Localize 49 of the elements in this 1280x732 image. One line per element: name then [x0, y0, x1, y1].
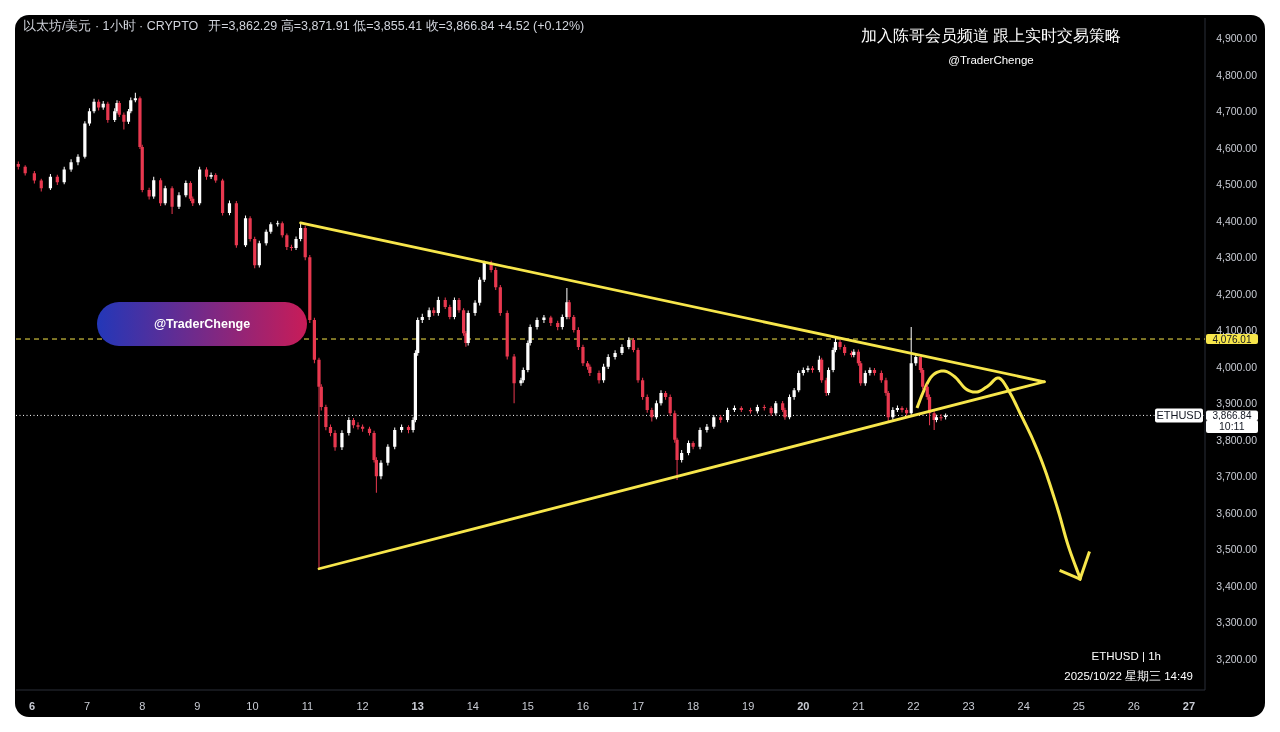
x-tick-label: 18 — [687, 700, 700, 712]
y-tick-label: 4,800.00 — [1216, 68, 1258, 81]
annotation: @TraderChenge — [153, 317, 251, 331]
y-tick-label: 4,000.00 — [1216, 360, 1258, 373]
annotation: ETHUSD | 1h — [1091, 650, 1161, 662]
x-tick-label: 11 — [301, 700, 314, 712]
x-tick-label: 10 — [246, 700, 259, 712]
y-tick-label: 4,500.00 — [1216, 178, 1258, 191]
y-tick-label: 3,600.00 — [1216, 506, 1258, 519]
x-tick-label: 14 — [466, 700, 479, 712]
y-tick-label: 3,800.00 — [1216, 433, 1258, 446]
y-tick-label: 3,300.00 — [1216, 616, 1258, 629]
y-tick-label: 4,600.00 — [1216, 141, 1258, 154]
x-tick-label: 23 — [962, 700, 975, 712]
y-tick-label: 3,400.00 — [1216, 579, 1258, 592]
chart-subtitle: 开=3,862.29 高=3,871.91 低=3,855.41 收=3,866.84 +4.52 (+0.12%) — [208, 18, 585, 33]
x-tick-label: 8 — [139, 700, 146, 712]
x-tick-label: 19 — [742, 700, 755, 712]
y-tick-label: 3,900.00 — [1216, 397, 1258, 410]
x-tick-label: 20 — [797, 700, 810, 712]
x-tick-label: 17 — [631, 700, 645, 712]
x-tick-label: 27 — [1182, 700, 1196, 712]
text: 10:11 — [1219, 420, 1245, 433]
y-tick-label: 4,700.00 — [1216, 105, 1258, 118]
annotation: 2025/10/22 星期三 14:49 — [1064, 670, 1193, 682]
x-tick-label: 24 — [1017, 700, 1030, 712]
y-tick-label: 4,400.00 — [1216, 214, 1258, 227]
x-tick-label: 12 — [356, 700, 369, 712]
x-tick-label: 7 — [84, 700, 91, 712]
x-tick-label: 9 — [194, 700, 201, 712]
x-tick-label: 25 — [1072, 700, 1085, 712]
x-tick-label: 6 — [29, 700, 36, 712]
y-tick-label: 3,500.00 — [1216, 543, 1258, 556]
y-tick-label: 4,300.00 — [1216, 251, 1258, 264]
y-tick-label: 4,900.00 — [1216, 32, 1258, 45]
ref-line-label: 3,866.84 — [1212, 409, 1252, 421]
x-tick-label: 22 — [907, 700, 920, 712]
y-tick-label: 3,200.00 — [1216, 652, 1258, 665]
y-tick-label: 3,700.00 — [1216, 470, 1258, 483]
annotation: @TraderChenge — [948, 54, 1034, 66]
price-tag: 3,866.84 — [1206, 409, 1258, 421]
x-tick-label: 16 — [576, 700, 590, 712]
annotation: 加入陈哥会员频道 跟上实时交易策略 — [860, 26, 1122, 44]
x-tick-label: 26 — [1127, 700, 1140, 712]
x-tick-label: 13 — [411, 700, 424, 712]
x-tick-label: 21 — [852, 700, 865, 712]
x-tick-label: 15 — [521, 700, 534, 712]
y-tick-label: 4,200.00 — [1216, 287, 1258, 300]
chart-title: 以太坊/美元 · 1小时 · CRYPTO — [23, 18, 199, 33]
